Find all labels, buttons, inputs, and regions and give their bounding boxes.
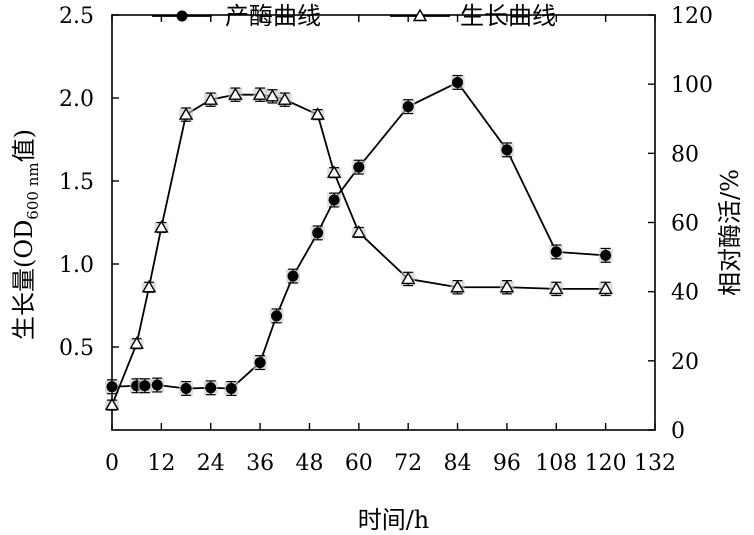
x-tick-label: 84 — [444, 451, 472, 476]
x-tick-label: 132 — [634, 451, 676, 476]
legend-label: 生长曲线 — [460, 2, 556, 30]
x-tick-label: 72 — [394, 451, 422, 476]
data-point-circle — [106, 381, 118, 393]
data-point-triangle — [310, 107, 325, 120]
data-point-circle — [151, 379, 163, 391]
data-point-triangle — [203, 92, 218, 105]
y-left-title-tail: 值) — [10, 129, 38, 162]
data-point-triangle — [178, 107, 194, 120]
data-point-circle — [287, 270, 299, 282]
x-tick-label: 24 — [197, 451, 225, 476]
data-point-circle — [254, 357, 266, 369]
data-point-triangle — [598, 281, 613, 295]
x-tick-label: 60 — [345, 451, 373, 476]
y-left-tick-label: 2.5 — [59, 4, 94, 29]
data-point-circle — [180, 383, 192, 394]
data-point-circle — [205, 382, 217, 394]
plot-frame — [111, 14, 656, 431]
y-left-tick-label: 1.0 — [59, 253, 94, 278]
y-right-tick-label: 20 — [671, 350, 699, 375]
y-right-axis-title: 相对酶活/% — [716, 169, 744, 296]
y-right-tick-label: 60 — [671, 212, 699, 237]
y-right-tick-label: 80 — [671, 142, 699, 167]
data-point-triangle — [549, 281, 564, 295]
data-point-triangle — [412, 8, 428, 22]
y-right-tick-label: 100 — [671, 73, 713, 98]
data-point-triangle — [104, 397, 120, 411]
data-point-circle — [225, 383, 237, 394]
data-point-circle — [501, 144, 513, 156]
data-point-triangle — [154, 220, 169, 233]
chart-legend: 产酶曲线 生长曲线 — [152, 2, 556, 30]
y-left-tick-label: 1.5 — [59, 170, 94, 195]
data-point-circle — [550, 246, 562, 258]
x-tick-label: 48 — [295, 451, 323, 476]
y-left-title-main: 生长量(OD — [10, 220, 38, 340]
x-tick-label: 108 — [535, 451, 577, 476]
data-point-triangle — [351, 225, 367, 238]
y-left-axis-title: 生长量(OD600 nm值) — [10, 129, 42, 340]
y-left-tick-label: 2.0 — [59, 87, 94, 112]
x-tick-label: 96 — [493, 451, 521, 476]
data-point-circle — [452, 76, 464, 88]
chart-axes — [111, 14, 656, 431]
series-growth — [104, 87, 613, 411]
data-point-triangle — [450, 279, 465, 293]
legend-item: 产酶曲线 — [152, 2, 321, 30]
data-point-circle — [328, 194, 340, 206]
data-point-triangle — [499, 279, 515, 293]
data-point-triangle — [129, 336, 144, 349]
data-point-triangle — [141, 279, 157, 293]
chart-series — [104, 74, 613, 411]
data-point-circle — [353, 161, 365, 173]
y-right-tick-label: 0 — [671, 419, 685, 444]
data-point-triangle — [277, 92, 292, 105]
data-point-triangle — [228, 87, 243, 100]
chart-labels: 0 12 24 36 48 60 72 84 96 108 120 132 0.5 1.0 1.5 2.0 2.… — [10, 4, 744, 534]
data-point-circle — [312, 227, 324, 239]
x-tick-label: 36 — [246, 451, 274, 476]
series-line — [111, 93, 606, 406]
data-point-triangle — [265, 88, 280, 102]
series-enzyme — [105, 74, 613, 397]
data-point-circle — [139, 380, 151, 392]
y-left-tick-label: 0.5 — [59, 336, 94, 361]
data-point-triangle — [326, 165, 342, 178]
legend-item: 生长曲线 — [390, 2, 556, 30]
data-point-circle — [271, 310, 283, 322]
x-tick-label: 120 — [585, 451, 627, 476]
y-right-tick-label: 40 — [671, 281, 699, 306]
data-point-triangle — [400, 271, 416, 285]
x-axis-title: 时间/h — [358, 506, 430, 534]
data-point-triangle — [252, 87, 268, 100]
legend-label: 产酶曲线 — [225, 2, 321, 30]
y-left-title-sub: 600 nm — [24, 162, 42, 219]
x-tick-label: 12 — [147, 451, 175, 476]
data-point-circle — [402, 101, 414, 113]
x-tick-label: 0 — [105, 451, 119, 476]
data-point-circle — [176, 10, 188, 22]
y-right-tick-label: 120 — [671, 4, 713, 29]
data-point-circle — [600, 249, 612, 261]
